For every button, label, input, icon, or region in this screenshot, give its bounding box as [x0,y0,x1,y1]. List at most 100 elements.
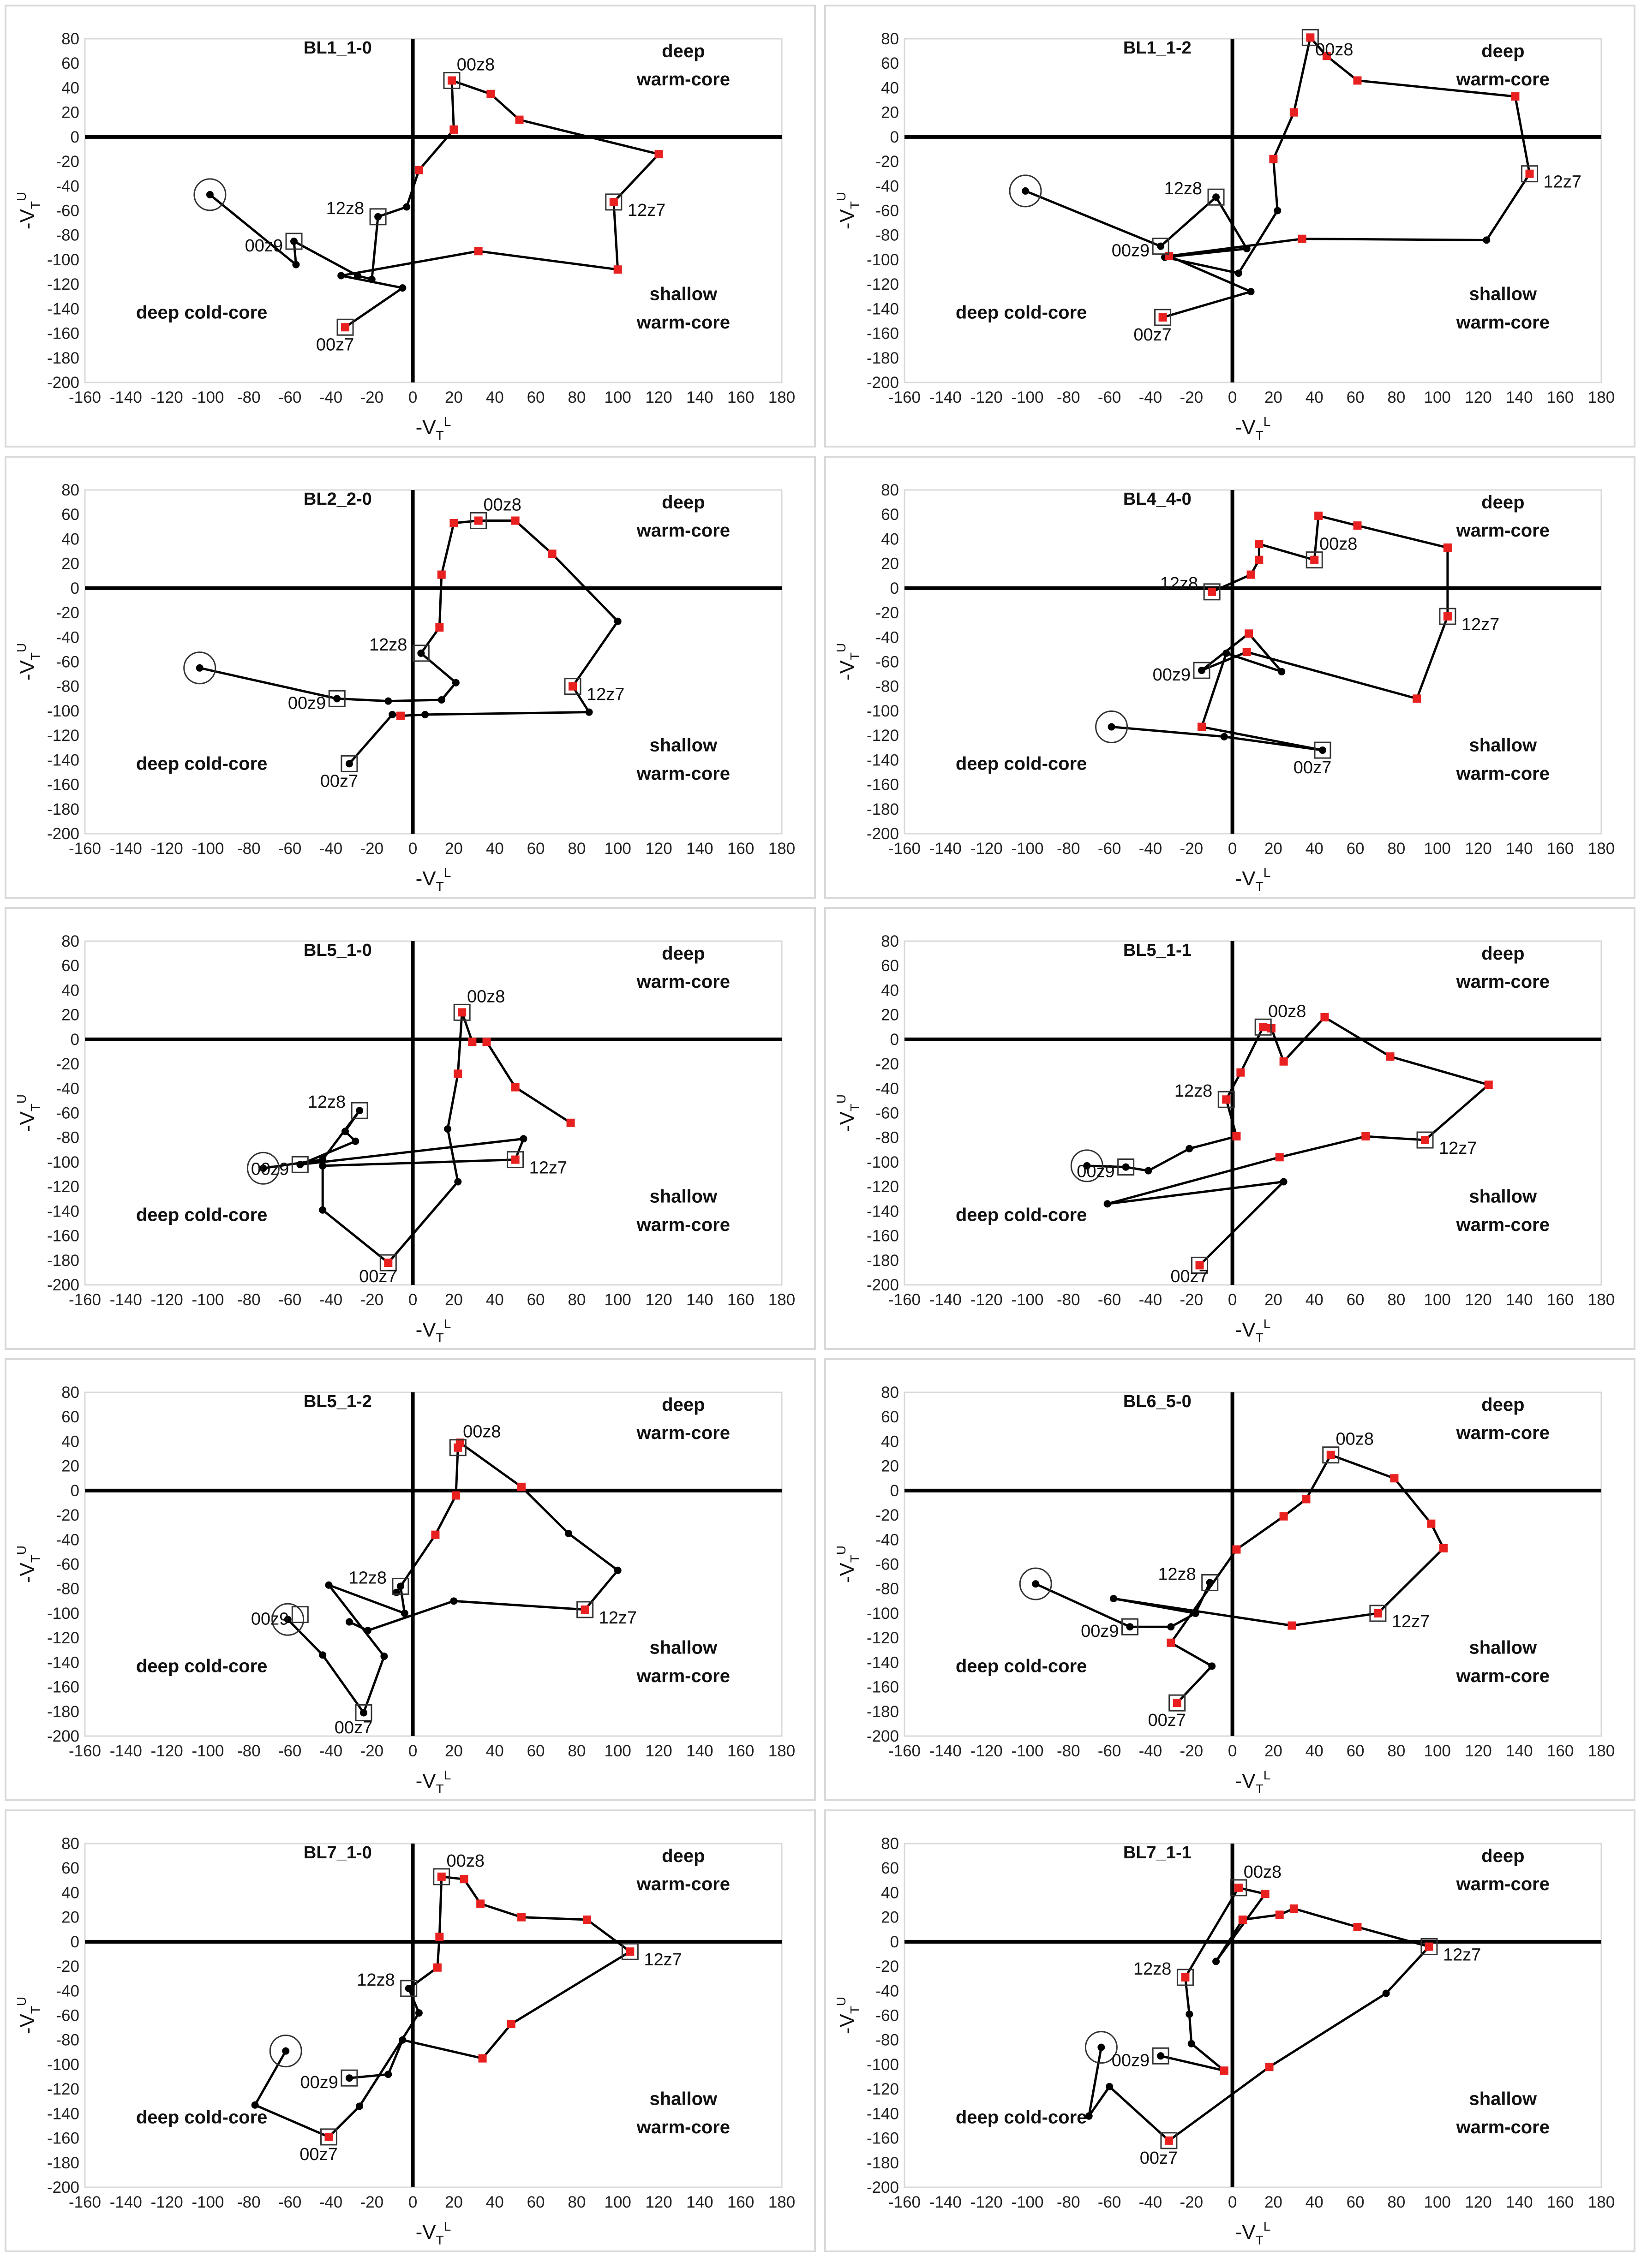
time-label: 00z7 [1170,1267,1208,1286]
x-tick-label: -80 [1057,2193,1080,2211]
data-point-black [1234,269,1242,277]
time-box-marker [1207,188,1225,206]
data-point-black [565,1529,573,1537]
data-point-red [451,1491,460,1500]
data-point-red [1443,612,1452,621]
panel-title: BL6_5-0 [1123,1392,1192,1411]
data-point-black [1206,1579,1214,1587]
x-tick-label: -160 [69,1291,101,1309]
data-point-red [476,1899,485,1908]
x-tick-label: 40 [486,840,504,858]
x-tick-label: -40 [1139,388,1162,406]
data-point-red [511,1083,520,1092]
y-tick-label: -40 [875,628,899,646]
data-point-red [1158,313,1167,322]
x-tick-label: -140 [110,1291,142,1309]
data-point-black [1108,723,1115,731]
x-tick-label: 80 [1387,1291,1405,1309]
x-tick-label: -160 [69,1742,101,1760]
x-tick-label: 40 [1306,1291,1324,1309]
time-box-marker [507,1151,524,1169]
time-box-marker [351,1102,368,1119]
x-tick-label: 140 [686,388,713,406]
x-tick-label: 120 [645,2193,672,2211]
y-tick-label: -40 [56,1531,79,1549]
y-tick-label: 0 [71,1482,79,1500]
data-point-red [1511,92,1520,101]
time-label: 12z8 [1164,179,1202,198]
x-tick-label: 0 [408,388,417,406]
quadrant-label-warm-core: warm-core [1456,1423,1550,1443]
y-tick-label: 60 [61,1408,79,1426]
x-tick-label: -120 [151,1742,183,1760]
quadrant-label-deep: deep [662,1395,705,1415]
y-tick-label: -140 [47,751,79,769]
y-tick-label: 80 [881,30,899,48]
y-tick-label: -80 [56,2031,79,2049]
quadrant-label-warm-core: warm-core [1456,1215,1550,1235]
data-point-red [1164,2136,1173,2145]
data-point-black [1192,1609,1199,1617]
y-tick-label: -120 [47,1178,79,1196]
data-point-black [1083,1162,1091,1170]
x-tick-label: 180 [1588,1742,1615,1760]
y-axis-title: -VTU [14,643,42,680]
x-tick-label: 80 [568,1742,586,1760]
y-tick-label: -100 [867,1153,899,1171]
y-tick-label: 20 [61,104,79,122]
data-point-black [437,696,445,704]
data-point-black [1157,242,1165,250]
x-tick-label: -60 [278,840,302,858]
time-label: 00z7 [316,335,354,354]
x-tick-label: -80 [1057,1742,1080,1760]
data-point-black [345,760,353,768]
chart-panel: 80 60 40 20 0 -20 -40 -60 -80 -100 -120 -140 -160 -18… [824,1358,1635,1801]
data-point-red [324,2132,333,2141]
data-point-red [566,1118,575,1127]
x-tick-label: -120 [970,2193,1003,2211]
quadrant-label-deep: deep [1481,492,1524,513]
data-point-black [399,2036,407,2044]
y-axis-title: -VTU [834,1546,862,1583]
data-point-red [447,76,456,85]
x-tick-label: -40 [1139,1291,1162,1309]
time-label: 12z7 [644,1950,682,1970]
x-tick-label: -40 [319,840,343,858]
quadrant-label-deep: deep [662,1846,705,1866]
quadrant-label-warm-core: warm-core [636,1215,730,1235]
data-point-red [1289,1904,1298,1913]
x-tick-label: 40 [1306,1742,1324,1760]
time-label: 12z8 [1174,1081,1212,1101]
x-tick-label: 80 [1387,840,1405,858]
time-box-marker [1117,1158,1135,1176]
time-box-marker [379,1254,397,1271]
y-tick-label: 0 [890,1482,899,1500]
data-point-black [251,2101,259,2109]
time-box-marker [412,645,430,662]
x-tick-label: 140 [1506,1742,1533,1760]
time-box-marker [336,318,354,336]
data-point-red [507,2020,515,2029]
data-point-red [474,516,483,525]
data-point-red [583,1915,592,1924]
y-tick-label: -40 [875,1982,899,2000]
y-tick-label: 20 [881,104,899,122]
y-tick-label: -160 [47,776,79,794]
time-box-marker [285,233,303,250]
x-tick-label: 60 [1347,840,1365,858]
time-box-marker [1306,551,1323,569]
data-point-red [1326,1450,1335,1459]
x-tick-label: 140 [686,2193,713,2211]
y-tick-label: -120 [867,1629,899,1647]
x-tick-label: 80 [568,1291,586,1309]
data-point-red [1255,555,1264,564]
quadrant-label-shallow: shallow [1469,1187,1537,1207]
time-label: 00z7 [1148,1711,1186,1730]
x-axis-title: -VTL [1235,1317,1271,1345]
data-point-red [1220,2066,1228,2075]
x-tick-label: -60 [1098,388,1121,406]
y-tick-label: -140 [867,2105,899,2123]
data-point-red [1234,1883,1243,1892]
plot-area [904,1843,1602,2188]
y-tick-label: -160 [47,1678,79,1696]
